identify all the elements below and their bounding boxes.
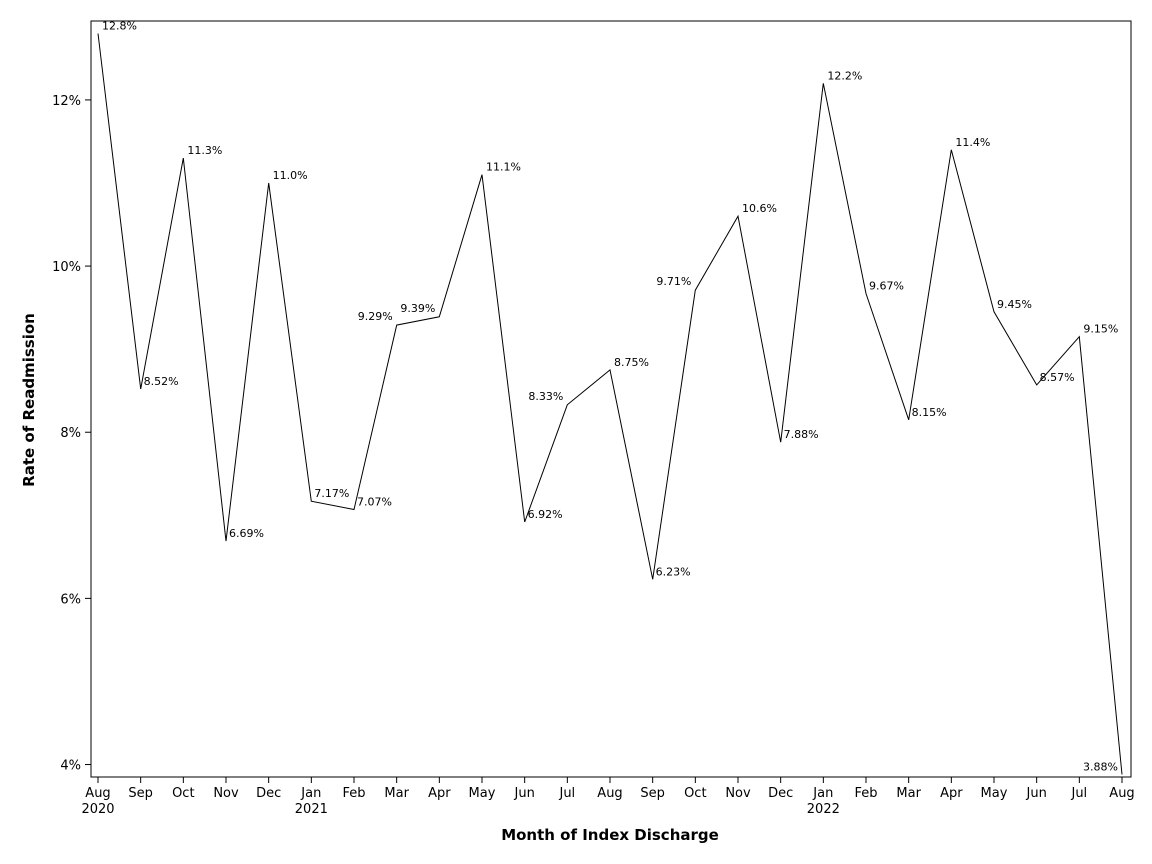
data-label: 9.15% (1083, 323, 1118, 336)
x-tick-label: Aug (597, 786, 622, 801)
x-tick-label: Oct (172, 786, 194, 801)
y-tick-label: 4% (60, 759, 81, 774)
data-label: 12.8% (102, 19, 137, 32)
data-label: 6.69% (229, 527, 264, 540)
data-label: 11.3% (187, 144, 222, 157)
x-tick-label: Aug (85, 786, 110, 801)
x-tick-label: Mar (384, 786, 409, 801)
plot-frame (90, 20, 1132, 778)
x-tick-label: Sep (128, 786, 153, 801)
x-tick-label: Jan (300, 786, 321, 801)
data-label: 3.88% (1083, 761, 1118, 774)
x-tick-label: Sep (640, 786, 665, 801)
y-axis-title: Rate of Readmission (20, 313, 38, 487)
data-label: 8.75% (614, 356, 649, 369)
y-tick-label: 8% (60, 426, 81, 441)
x-tick-label: May (469, 786, 496, 801)
x-tick-label: Jun (514, 786, 535, 801)
x-tick-label: Jul (1070, 786, 1087, 801)
x-tick-label: Jan (812, 786, 833, 801)
data-label: 8.33% (528, 390, 563, 403)
data-label: 7.88% (784, 428, 819, 441)
x-tick-label: Oct (684, 786, 706, 801)
x-year-label: 2020 (81, 802, 114, 817)
data-label: 12.2% (827, 69, 862, 82)
x-tick-label: Dec (256, 786, 281, 801)
data-labels: 12.8% 8.52% 11.3% 6.69% 11.0% 7.17% 7.07% 9.29%… (102, 19, 1118, 773)
x-tick-label: May (981, 786, 1008, 801)
data-label: 11.4% (955, 136, 990, 149)
x-tick-label: Dec (768, 786, 793, 801)
data-label: 8.57% (1040, 371, 1075, 384)
x-axis-title: Month of Index Discharge (501, 826, 719, 844)
x-tick-label: Mar (896, 786, 921, 801)
x-tick-label: Nov (213, 786, 239, 801)
x-tick-label: Jun (1026, 786, 1047, 801)
x-year-label: 2021 (295, 802, 328, 817)
x-tick-label: Apr (940, 786, 963, 801)
x-tick-label: Aug (1109, 786, 1134, 801)
y-tick-label: 6% (60, 592, 81, 607)
data-label: 7.07% (357, 495, 392, 508)
x-tick-label: Apr (428, 786, 451, 801)
data-label: 6.92% (528, 508, 563, 521)
data-label: 9.45% (997, 298, 1032, 311)
data-label: 11.1% (486, 161, 521, 174)
x-tick-label: Feb (854, 786, 877, 801)
data-label: 9.29% (358, 310, 393, 323)
y-axis-ticks: 4% 6% 8% 10% 12% (52, 94, 91, 774)
data-label: 8.52% (144, 375, 179, 388)
readmission-rate-line (97, 33, 1123, 775)
data-label: 9.67% (869, 279, 904, 292)
y-tick-label: 10% (52, 260, 81, 275)
x-year-label: 2022 (807, 802, 840, 817)
data-label: 9.71% (656, 275, 691, 288)
data-label: 8.15% (912, 406, 947, 419)
data-label: 9.39% (400, 302, 435, 315)
x-tick-label: Feb (342, 786, 365, 801)
x-tick-label: Nov (725, 786, 751, 801)
data-label: 10.6% (742, 202, 777, 215)
x-tick-label: Jul (558, 786, 575, 801)
data-label: 6.23% (656, 565, 691, 578)
data-label: 7.17% (314, 487, 349, 500)
y-tick-label: 12% (52, 94, 81, 109)
data-label: 11.0% (273, 169, 308, 182)
